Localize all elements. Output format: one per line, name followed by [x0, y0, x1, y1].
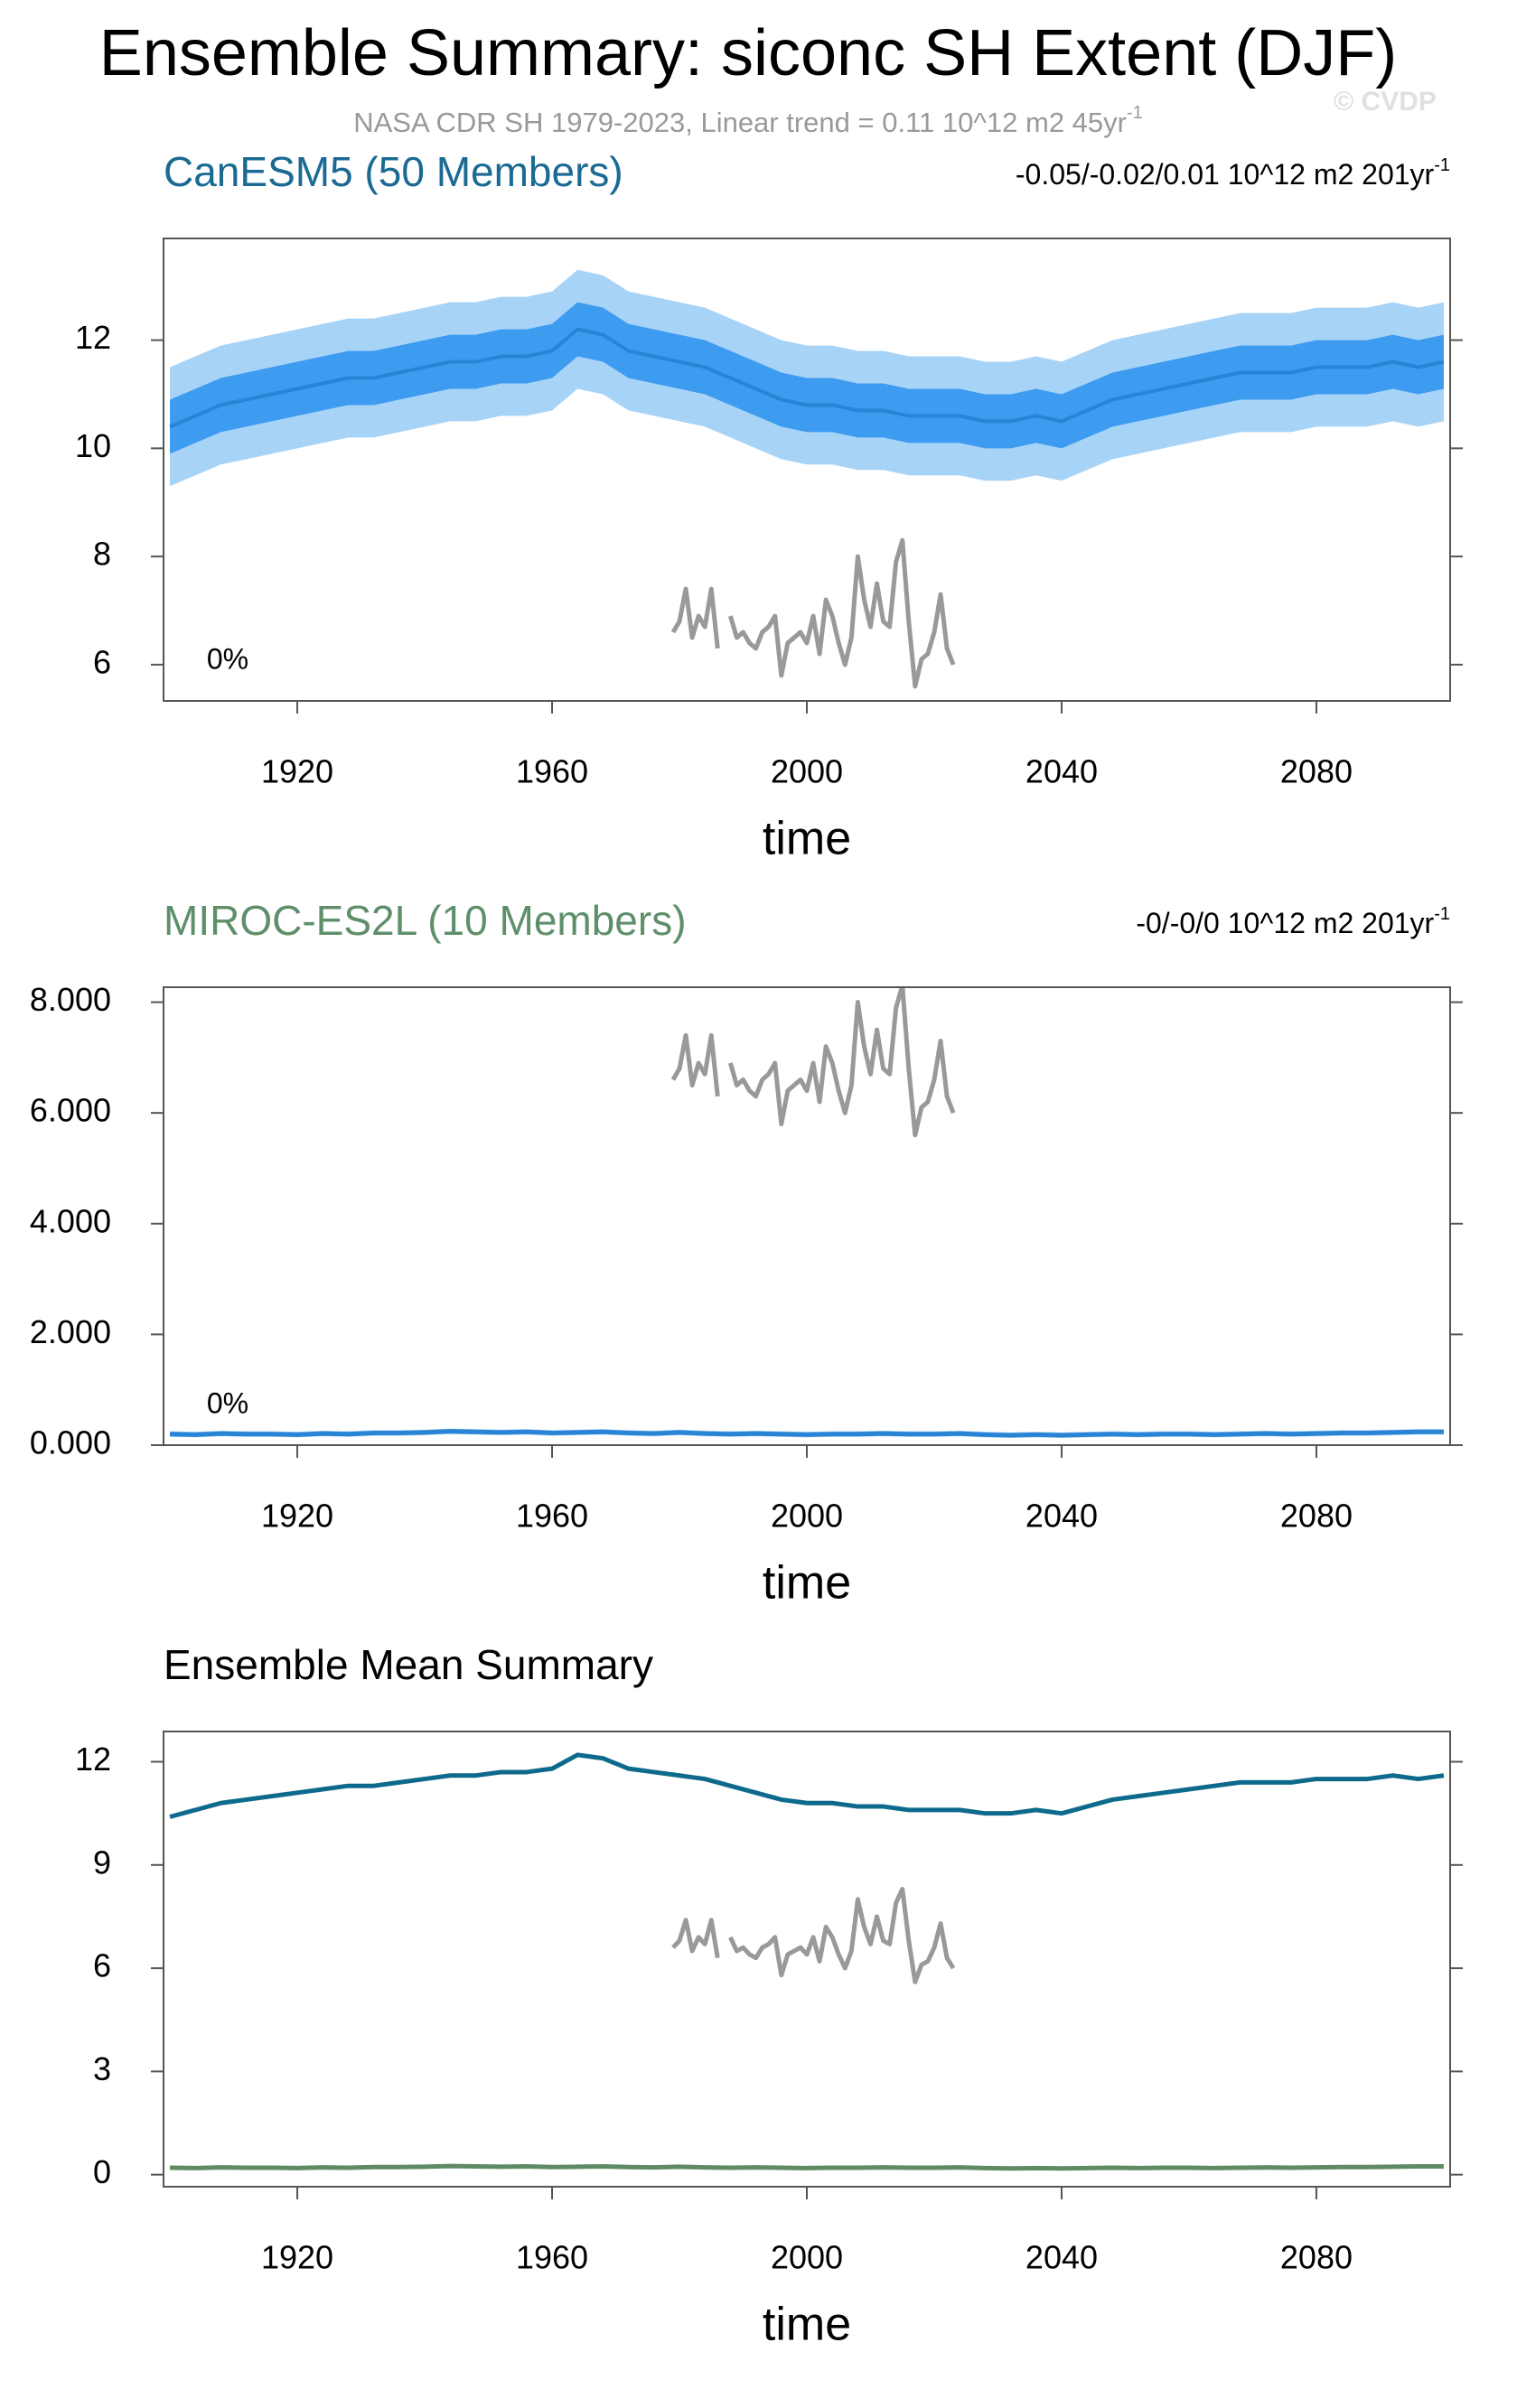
annotation: 0%	[207, 1386, 248, 1419]
series-line	[169, 1429, 1444, 1438]
y-tick-label: 4.000	[30, 1202, 111, 1239]
panel-title: MIROC-ES2L (10 Members)	[164, 897, 687, 944]
y-tick-label: 3	[93, 2050, 111, 2087]
x-tick-label: 1960	[516, 2239, 588, 2276]
x-tick-label: 1920	[261, 1498, 333, 1535]
x-tick-label: 2000	[771, 753, 843, 790]
y-tick-label: 8	[93, 536, 111, 573]
x-tick-label: 1960	[516, 1498, 588, 1535]
x-tick-label: 2040	[1025, 2239, 1098, 2276]
figure-subtitle: NASA CDR SH 1979-2023, Linear trend = 0.…	[353, 103, 1143, 138]
trend-sup: -1	[1434, 155, 1450, 175]
trend-text: -0/-0/0 10^12 m2 201yr	[1136, 907, 1434, 939]
x-tick-label: 2000	[771, 1498, 843, 1535]
series-line	[169, 327, 1445, 429]
y-tick-label: 9	[93, 1843, 111, 1881]
x-tick-label: 2040	[1025, 753, 1098, 790]
subtitle-sup: -1	[1127, 103, 1143, 123]
trend-label: -0.05/-0.02/0.01 10^12 m2 201yr-1	[1016, 155, 1450, 191]
series-line	[670, 987, 956, 1138]
x-tick-label: 1920	[261, 2239, 333, 2276]
y-tick-label: 0	[93, 2153, 111, 2190]
plot-area	[169, 987, 1444, 1439]
trend-sup: -1	[1434, 904, 1450, 924]
series-line	[671, 1886, 956, 1984]
panel-title: CanESM5 (50 Members)	[164, 148, 623, 195]
series-line	[170, 2163, 1444, 2171]
plot-area	[169, 269, 1445, 689]
x-tick-label: 2000	[771, 2239, 843, 2276]
trend-text: -0.05/-0.02/0.01 10^12 m2 201yr	[1016, 158, 1435, 191]
series-line	[670, 537, 956, 689]
plot-area	[169, 1752, 1445, 2171]
x-tick-label: 1920	[261, 753, 333, 790]
copyright: © CVDP	[1334, 87, 1437, 117]
figure-title: Ensemble Summary: siconc SH Extent (DJF)	[99, 17, 1397, 89]
y-tick-label: 6	[93, 1947, 111, 1984]
x-axis-label: time	[763, 1557, 851, 1610]
annotation: 0%	[207, 642, 248, 675]
y-tick-label: 6.000	[30, 1092, 111, 1129]
x-tick-label: 2080	[1280, 1498, 1353, 1535]
x-axis-label: time	[763, 813, 851, 865]
x-tick-label: 2040	[1025, 1498, 1098, 1535]
y-tick-label: 10	[75, 427, 111, 464]
y-tick-label: 2.000	[30, 1313, 111, 1350]
y-tick-label: 6	[93, 643, 111, 680]
x-tick-label: 2080	[1280, 2239, 1353, 2276]
x-axis-label: time	[763, 2299, 851, 2351]
y-tick-label: 12	[75, 1741, 111, 1778]
spread-band	[170, 302, 1444, 454]
x-tick-label: 1960	[516, 753, 588, 790]
series-line	[169, 1752, 1445, 1819]
panel-title: Ensemble Mean Summary	[164, 1641, 653, 1688]
y-tick-label: 0.000	[30, 1424, 111, 1461]
y-tick-label: 12	[75, 319, 111, 356]
x-tick-label: 2080	[1280, 753, 1353, 790]
subtitle-text: NASA CDR SH 1979-2023, Linear trend = 0.…	[353, 107, 1127, 138]
y-tick-label: 8.000	[30, 981, 111, 1018]
trend-label: -0/-0/0 10^12 m2 201yr-1	[1136, 904, 1450, 939]
